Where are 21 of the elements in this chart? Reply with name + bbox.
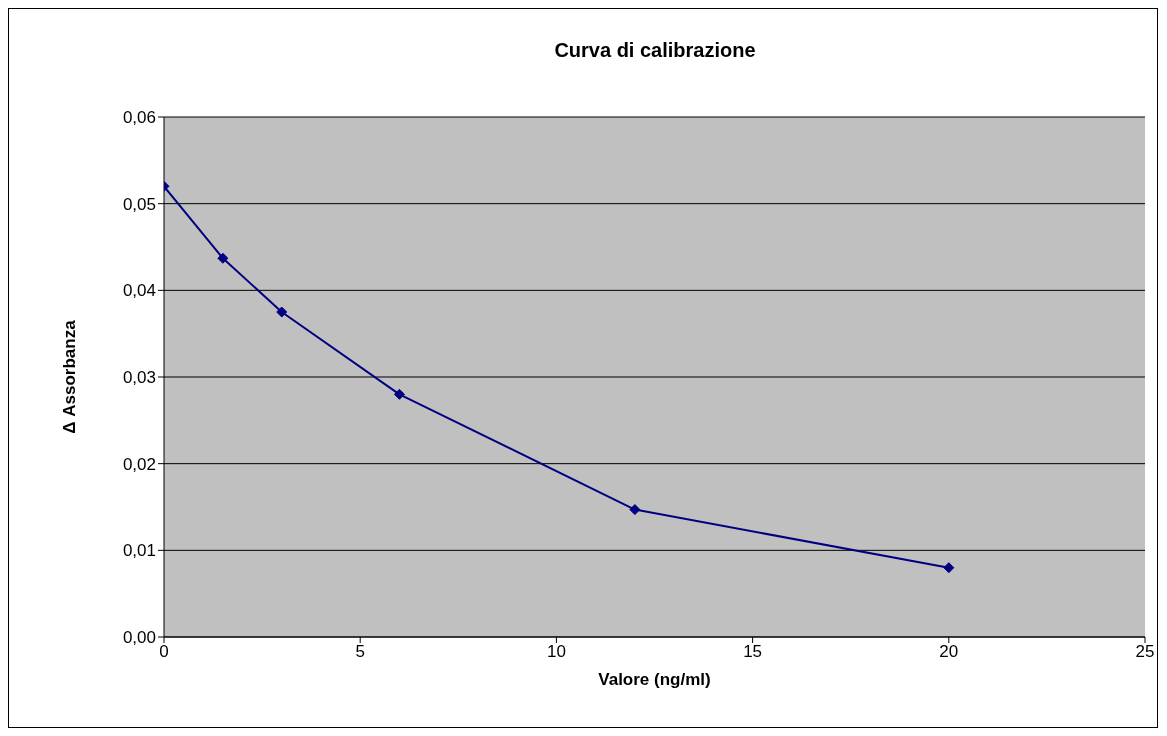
y-tick-label: 0,03: [122, 368, 156, 388]
y-axis-title: Δ Assorbanza: [60, 319, 80, 434]
y-tick-label: 0,06: [122, 108, 156, 128]
x-tick-label: 0: [159, 642, 169, 662]
y-tick-label: 0,02: [122, 454, 156, 474]
point: [276, 306, 288, 318]
x-tick-label: 20: [939, 642, 959, 662]
x-tick-label: 5: [355, 642, 365, 662]
point: [629, 504, 641, 516]
x-tick-label: 25: [1135, 642, 1155, 662]
point: [217, 252, 229, 264]
point: [943, 562, 955, 574]
x-tick-label: 15: [743, 642, 763, 662]
y-tick-label: 0,05: [122, 194, 156, 214]
chart-title: Curva di calibrazione: [553, 39, 757, 62]
y-tick-label: 0,04: [122, 281, 156, 301]
x-tick-label: 10: [546, 642, 566, 662]
point: [393, 388, 405, 400]
y-tick-label: 0,00: [122, 628, 156, 648]
y-tick-label: 0,01: [122, 541, 156, 561]
x-axis-title: Valore (ng/ml): [598, 670, 711, 689]
